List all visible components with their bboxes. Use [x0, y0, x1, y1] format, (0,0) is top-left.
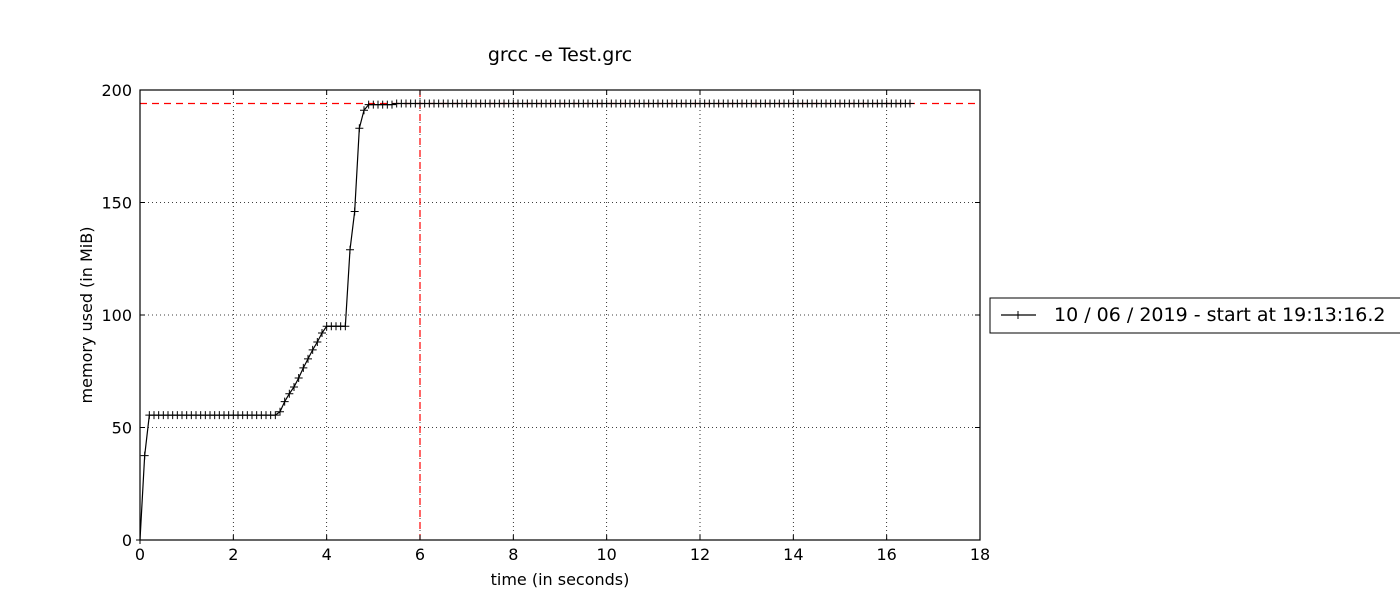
legend-marker: [1014, 311, 1022, 319]
y-tick-label: 0: [122, 531, 132, 550]
y-tick-label: 50: [112, 419, 132, 438]
data-point-marker: [313, 338, 322, 346]
x-tick-label: 0: [135, 545, 145, 564]
data-point-marker: [346, 245, 354, 254]
data-point-marker: [290, 383, 298, 391]
legend-box: [989, 297, 1400, 334]
data-point-marker: [280, 397, 289, 406]
data-point-marker: [304, 354, 312, 363]
x-tick-label: 12: [690, 545, 710, 564]
y-tick-label: 150: [101, 194, 132, 213]
data-point-marker: [276, 407, 284, 416]
x-tick-label: 2: [228, 545, 238, 564]
y-axis-label: memory used (in MiB): [77, 227, 96, 404]
legend: 10 / 06 / 2019 - start at 19:13:16.2: [989, 297, 1400, 334]
data-point-marker: [140, 451, 149, 460]
y-tick-label: 200: [101, 81, 132, 100]
x-axis-label: time (in seconds): [491, 570, 630, 589]
data-point-marker: [388, 100, 396, 109]
data-point-marker: [350, 207, 359, 216]
data-point-marker: [906, 99, 914, 108]
chart-title: grcc -e Test.grc: [488, 44, 632, 66]
series-line: [139, 102, 910, 541]
data-point-marker: [294, 374, 303, 382]
x-tick-label: 10: [596, 545, 616, 564]
series-layer: [136, 99, 914, 544]
data-point-marker: [299, 363, 308, 372]
data-point-marker: [341, 322, 350, 331]
x-tick-label: 6: [415, 545, 425, 564]
axis-ticks: 0 2 4 6 8 10 12 14 16 18 0 50 100 150 200: [101, 81, 990, 564]
x-tick-label: 8: [508, 545, 518, 564]
legend-label: 10 / 06 / 2019 - start at 19:13:16.2: [1054, 304, 1386, 326]
data-point-marker: [318, 329, 326, 337]
x-tick-label: 4: [322, 545, 332, 564]
x-tick-label: 14: [783, 545, 803, 564]
data-point-marker: [308, 345, 317, 354]
data-point-marker: [285, 389, 294, 398]
grid-lines: [140, 90, 980, 540]
x-tick-label: 18: [970, 545, 990, 564]
y-tick-label: 100: [101, 306, 132, 325]
data-point-marker: [271, 411, 280, 420]
data-point-marker: [360, 106, 368, 115]
x-tick-label: 16: [876, 545, 896, 564]
data-point-marker: [355, 124, 364, 133]
